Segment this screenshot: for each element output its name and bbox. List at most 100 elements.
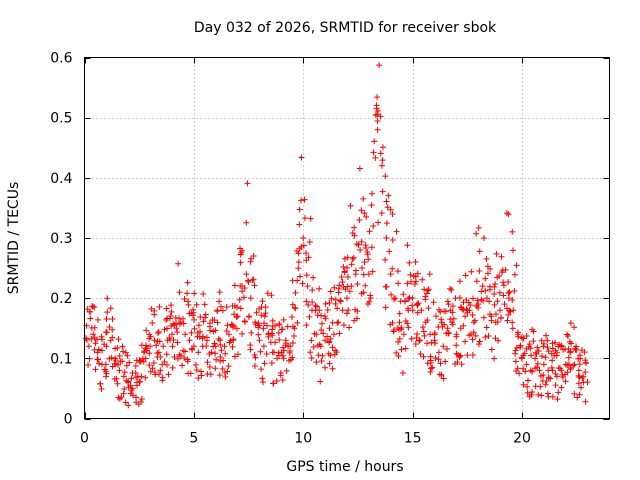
data-point xyxy=(338,273,345,280)
data-point xyxy=(492,311,499,318)
data-point xyxy=(313,303,320,310)
data-point xyxy=(168,308,175,315)
data-point xyxy=(193,301,200,308)
data-point xyxy=(85,361,92,368)
data-point xyxy=(526,341,533,348)
data-point xyxy=(195,349,202,356)
data-point xyxy=(582,357,589,364)
data-point xyxy=(190,306,197,313)
data-point xyxy=(297,273,304,280)
data-point xyxy=(424,340,431,347)
data-point xyxy=(491,355,498,362)
data-point xyxy=(580,373,587,380)
data-point xyxy=(140,358,147,365)
data-point xyxy=(376,62,383,69)
data-point xyxy=(211,317,218,324)
data-point xyxy=(491,284,498,291)
data-point xyxy=(497,307,504,314)
data-point xyxy=(175,260,182,267)
data-point xyxy=(202,314,209,321)
data-point xyxy=(108,354,115,361)
data-point xyxy=(252,354,259,361)
data-point xyxy=(247,341,254,348)
data-point xyxy=(576,374,583,381)
data-point xyxy=(488,317,495,324)
data-point xyxy=(265,330,272,337)
data-point xyxy=(511,271,518,278)
data-point xyxy=(231,282,238,289)
data-point xyxy=(498,253,505,260)
data-point xyxy=(151,337,158,344)
data-point xyxy=(135,401,142,408)
data-point xyxy=(374,94,381,101)
data-point xyxy=(206,364,213,371)
data-point xyxy=(212,365,219,372)
data-point xyxy=(303,272,310,279)
data-point xyxy=(540,361,547,368)
data-point xyxy=(356,216,363,223)
y-tick-label: 0.3 xyxy=(50,231,72,247)
data-point xyxy=(370,222,377,229)
data-point xyxy=(344,264,351,271)
data-point xyxy=(474,297,481,304)
data-point xyxy=(393,349,400,356)
data-point xyxy=(558,367,565,374)
data-point xyxy=(507,308,514,315)
data-point xyxy=(558,342,565,349)
data-point xyxy=(294,319,301,326)
data-point xyxy=(109,334,116,341)
data-point xyxy=(233,314,240,321)
data-point xyxy=(395,353,402,360)
data-point xyxy=(296,245,303,252)
data-point xyxy=(147,343,154,350)
data-point xyxy=(292,305,299,312)
data-point xyxy=(354,281,361,288)
data-point xyxy=(331,351,338,358)
data-point xyxy=(361,259,368,266)
data-point xyxy=(389,265,396,272)
data-point xyxy=(155,349,162,356)
data-point xyxy=(374,111,381,118)
data-point xyxy=(362,242,369,249)
data-point xyxy=(184,358,191,365)
data-points xyxy=(82,62,591,409)
data-point xyxy=(90,331,97,338)
data-point xyxy=(142,374,149,381)
data-point xyxy=(203,342,210,349)
data-point xyxy=(575,367,582,374)
data-point xyxy=(571,361,578,368)
data-point xyxy=(142,355,149,362)
data-point xyxy=(414,301,420,308)
data-point xyxy=(207,371,214,378)
data-point xyxy=(374,108,381,115)
data-point xyxy=(88,335,95,342)
data-point xyxy=(458,361,465,368)
data-point xyxy=(538,353,545,360)
data-point xyxy=(478,288,485,295)
y-tick-label: 0.2 xyxy=(50,291,72,307)
data-point xyxy=(506,289,513,296)
data-point xyxy=(324,333,331,340)
x-tick-label: 15 xyxy=(404,431,422,447)
data-point xyxy=(379,157,386,164)
data-point xyxy=(560,346,567,353)
data-point xyxy=(396,310,403,317)
data-point xyxy=(379,162,385,169)
data-point xyxy=(332,300,339,307)
data-point xyxy=(155,328,162,335)
data-point xyxy=(120,373,127,380)
data-point xyxy=(212,350,219,357)
data-point xyxy=(540,340,547,347)
data-point xyxy=(149,319,156,326)
data-point xyxy=(355,241,362,248)
data-point xyxy=(514,365,521,372)
data-point xyxy=(250,252,257,259)
data-point xyxy=(290,333,297,340)
data-point xyxy=(306,313,313,320)
data-point xyxy=(383,220,390,227)
data-point xyxy=(313,359,320,366)
data-point xyxy=(184,279,191,286)
data-point xyxy=(555,389,562,396)
data-point xyxy=(268,292,275,299)
data-point xyxy=(91,324,98,331)
